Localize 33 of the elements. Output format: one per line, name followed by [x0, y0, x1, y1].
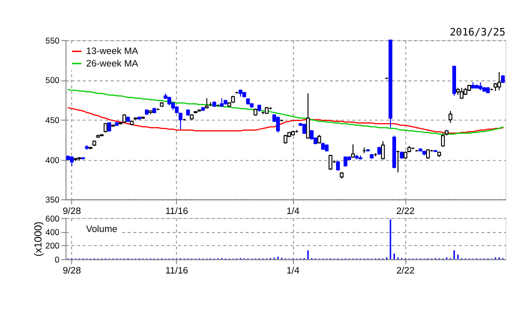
candlestick: [441, 134, 445, 148]
candlestick: [381, 140, 385, 160]
text: Volume: [86, 224, 118, 234]
candlestick: [351, 144, 355, 158]
text: 2016/3/25: [450, 26, 506, 38]
y-tick-label: 500: [45, 75, 60, 86]
candlestick: [460, 87, 464, 100]
y-tick-label: 450: [45, 114, 60, 125]
x-tick-label: 1/4: [286, 266, 300, 276]
y-tick-label: 400: [45, 226, 60, 237]
x-tick-label: 11/16: [165, 266, 188, 276]
candlestick: [276, 116, 280, 133]
candlestick: [204, 98, 209, 110]
x-tick-label: 11/16: [165, 206, 188, 216]
legend-label: 26-week MA: [86, 58, 139, 68]
y-tick-label: 0: [54, 254, 60, 264]
candlestick: [306, 92, 310, 138]
x-tick-label: 9/28: [62, 266, 81, 276]
y-axis-title: (x1000): [34, 222, 45, 256]
x-tick-label: 1/4: [286, 206, 300, 216]
y-tick-label: 200: [45, 240, 60, 251]
y-tick-label: 400: [45, 154, 60, 165]
candlestick: [448, 110, 452, 124]
y-tick-label: 350: [45, 194, 60, 205]
x-tick-label: 2/22: [396, 266, 415, 276]
y-tick-label: 600: [45, 213, 60, 224]
candlestick: [497, 71, 502, 91]
legend-label: 13-week MA: [86, 46, 139, 56]
candlestick: [302, 123, 306, 134]
x-tick-label: 9/28: [62, 206, 81, 216]
x-tick-label: 2/22: [396, 206, 415, 216]
y-tick-label: 550: [45, 35, 60, 46]
candlestick: [328, 154, 332, 170]
